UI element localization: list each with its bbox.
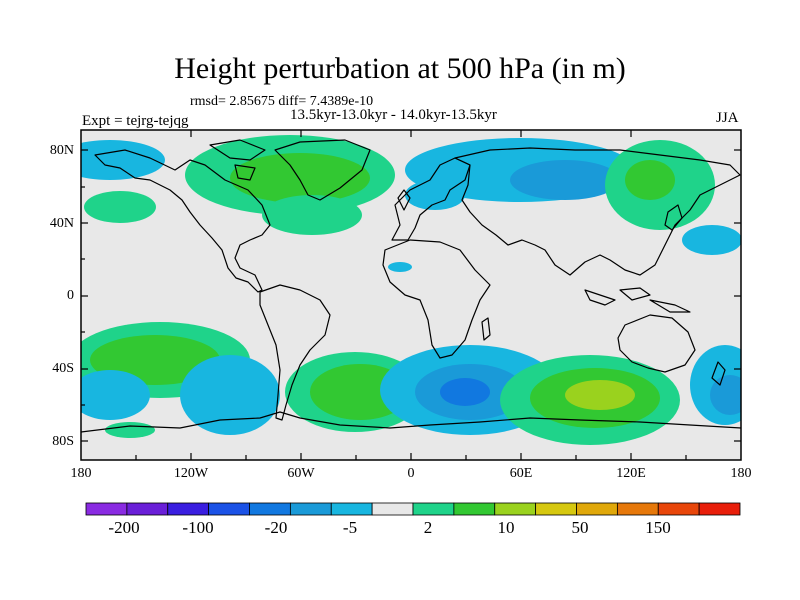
colorbar-swatch <box>167 502 210 516</box>
contour-region <box>710 375 741 415</box>
north-america-coast <box>94 149 271 293</box>
y-tick-label: 0 <box>67 288 74 303</box>
colorbar-swatch <box>85 502 128 516</box>
y-tick-label: 40S <box>52 361 74 376</box>
uk-coast <box>397 189 411 211</box>
madagascar-coast <box>481 317 491 341</box>
y-tick-label: 80N <box>49 143 74 158</box>
contour-region <box>105 422 155 438</box>
colorbar-swatch <box>657 502 700 516</box>
map-title: Height perturbation at 500 hPa (in m) <box>174 52 626 85</box>
tick-marks <box>81 130 741 460</box>
map-field <box>81 130 741 460</box>
anomaly-contours <box>81 135 741 445</box>
experiment-label: Expt = tejrg-tejqg <box>82 113 189 129</box>
rmsd-label: rmsd= 2.85675 diff= 7.4389e-10 <box>190 94 374 109</box>
colorbar-swatch <box>698 502 741 516</box>
colorbar-label: 50 <box>571 518 589 537</box>
south-america-coast <box>259 284 331 421</box>
colorbar-swatch <box>126 502 169 516</box>
contour-region <box>262 195 362 235</box>
colorbar <box>85 502 741 516</box>
contour-region <box>510 160 620 200</box>
colorbar-swatch <box>330 502 373 516</box>
x-tick-label: 180 <box>730 466 752 481</box>
colorbar-swatch <box>371 502 414 516</box>
colorbar-swatch <box>289 502 332 516</box>
colorbar-swatch <box>249 502 291 516</box>
colorbar-swatch <box>535 502 577 516</box>
colorbar-label: -20 <box>264 518 288 537</box>
x-tick-label: 0 <box>407 466 415 481</box>
indonesia-coast <box>584 287 691 313</box>
contour-region <box>388 262 412 272</box>
period-label: 13.5kyr-13.0kyr - 14.0kyr-13.5kyr <box>290 107 497 123</box>
colorbar-swatch <box>616 502 659 516</box>
contour-region <box>565 380 635 410</box>
asia-coast <box>454 147 741 276</box>
contour-region <box>682 225 741 255</box>
x-tick-label: 120W <box>173 466 209 481</box>
colorbar-label: -5 <box>342 518 358 537</box>
colorbar-swatch <box>576 502 618 516</box>
contour-region <box>81 370 150 420</box>
colorbar-label: -200 <box>108 518 140 537</box>
africa-coast <box>382 239 491 359</box>
colorbar-label: 10 <box>497 518 515 537</box>
contour-region <box>405 180 465 210</box>
greenland-coast <box>274 139 371 201</box>
colorbar-swatch <box>208 502 250 516</box>
x-tick-label: 120E <box>616 466 646 481</box>
y-tick-label: 40N <box>49 216 74 231</box>
contour-region <box>625 160 675 200</box>
colorbar-label: 2 <box>423 518 433 537</box>
y-tick-label: 80S <box>52 434 74 449</box>
europe-coast <box>391 157 471 241</box>
colorbar-label: -100 <box>182 518 214 537</box>
new-zealand-coast <box>711 361 726 386</box>
colorbar-swatch <box>453 502 496 516</box>
contour-region <box>180 355 280 435</box>
antarctica-coast <box>81 411 741 433</box>
x-tick-label: 180 <box>70 466 92 481</box>
map-frame <box>80 129 742 461</box>
colorbar-swatch <box>412 502 455 516</box>
season-label: JJA <box>716 110 739 126</box>
arctic-islands-coast <box>209 139 266 181</box>
x-tick-label: 60W <box>287 466 315 481</box>
colorbar-swatch <box>494 502 537 516</box>
contour-region <box>440 378 490 406</box>
colorbar-label: 150 <box>645 518 671 537</box>
coastlines <box>81 139 741 433</box>
japan-coast <box>664 204 683 231</box>
contour-region <box>81 140 165 180</box>
australia-coast <box>617 314 696 373</box>
x-tick-label: 60E <box>509 466 533 481</box>
contour-region <box>84 191 156 223</box>
